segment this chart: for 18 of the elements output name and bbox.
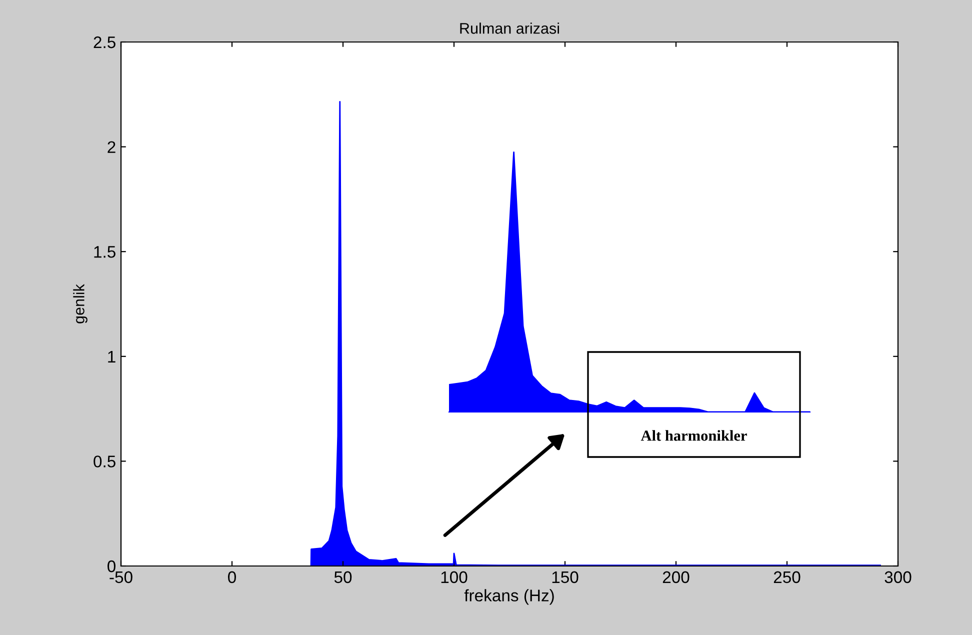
annotation: Alt harmonikler <box>640 430 747 441</box>
y-tick-label: 1.5 <box>94 246 116 258</box>
x-axis-title: frekans (Hz) <box>464 589 554 605</box>
x-tick-label: 250 <box>774 571 800 584</box>
y-tick-label: 2 <box>108 141 116 153</box>
x-tick-label: 0 <box>228 571 236 584</box>
x-tick-label: 300 <box>884 571 912 584</box>
y-tick-label: 2.5 <box>94 36 116 48</box>
x-tick-label: 200 <box>662 571 690 584</box>
x-tick-label: -50 <box>110 571 132 584</box>
y-tick-label: 1 <box>108 350 116 362</box>
x-tick-label: 100 <box>441 571 468 584</box>
x-tick-label: 150 <box>552 571 578 584</box>
y-tick-label: 0.5 <box>94 456 116 468</box>
x-tick-label: 50 <box>334 571 352 584</box>
y-tick-label: 0 <box>108 560 116 572</box>
y-axis-title: genlik <box>73 284 88 324</box>
chart-title: Rulman arizasi <box>460 22 559 34</box>
